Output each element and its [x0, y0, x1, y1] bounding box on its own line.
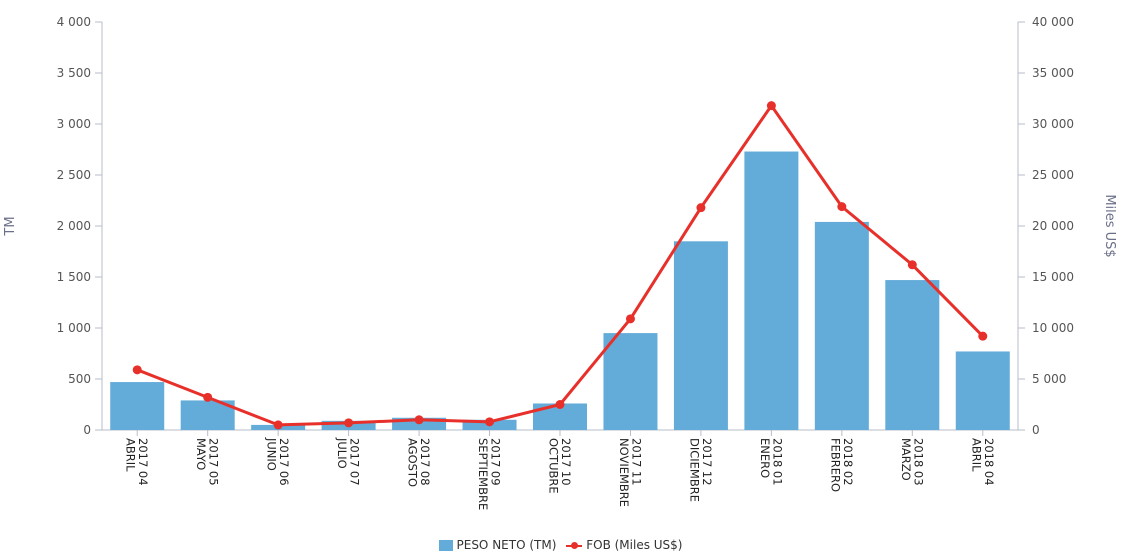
x-category-label: 2017 08AGOSTO	[406, 438, 433, 487]
legend: PESO NETO (TM) FOB (Miles US$)	[0, 538, 1121, 554]
x-category-labels: 2017 04ABRIL 2017 05MAYO 2017 06JUNIO 2017 …	[124, 430, 996, 510]
left-tick-label: 500	[68, 372, 91, 386]
bar-series	[110, 151, 1010, 431]
bar-9[interactable]	[744, 151, 799, 431]
left-tick-label: 2 500	[57, 168, 91, 182]
x-category-label: 2017 06JUNIO	[265, 437, 292, 486]
legend-line-swatch-icon	[566, 540, 583, 551]
fob-point-6[interactable]	[555, 400, 565, 409]
left-tick-label: 1 000	[57, 321, 91, 335]
legend-label-peso-neto: PESO NETO (TM)	[456, 538, 557, 552]
right-tick-label: 20 000	[1032, 219, 1074, 233]
fob-point-5[interactable]	[485, 417, 495, 427]
right-tick-label: 30 000	[1032, 117, 1074, 131]
x-category-label: 2018 02FEBRERO	[828, 438, 855, 492]
right-tick-label: 0	[1032, 423, 1040, 437]
right-tick-label: 15 000	[1032, 270, 1074, 284]
bar-10[interactable]	[814, 221, 869, 430]
left-tick-label: 3 000	[57, 117, 91, 131]
right-axis-title: Miles US$	[1102, 194, 1117, 257]
right-tick-label: 35 000	[1032, 66, 1074, 80]
x-category-label: 2017 10OCTUBRE	[547, 438, 574, 494]
legend-bar-swatch-icon	[438, 539, 453, 551]
x-category-label: 2017 07JULIO	[335, 437, 362, 486]
right-tick-label: 25 000	[1032, 168, 1074, 182]
fob-point-12[interactable]	[978, 331, 988, 341]
legend-item-peso-neto[interactable]: PESO NETO (TM)	[438, 538, 557, 552]
x-category-label: 2017 11NOVIEMBRE	[617, 438, 644, 507]
fob-point-3[interactable]	[344, 418, 354, 428]
right-tick-label: 5 000	[1032, 372, 1066, 386]
fob-point-2[interactable]	[273, 420, 283, 430]
fob-point-4[interactable]	[414, 415, 424, 425]
fob-point-9[interactable]	[766, 101, 776, 111]
bar-11[interactable]	[885, 280, 940, 430]
fob-point-8[interactable]	[696, 203, 706, 213]
left-tick-label: 1 500	[57, 270, 91, 284]
bar-7[interactable]	[603, 333, 658, 430]
legend-item-fob[interactable]: FOB (Miles US$)	[566, 538, 682, 552]
fob-point-10[interactable]	[837, 202, 847, 212]
line-series	[132, 101, 988, 430]
x-category-label: 2017 04ABRIL	[124, 438, 151, 486]
legend-label-fob: FOB (Miles US$)	[586, 538, 683, 552]
left-tick-label: 2 000	[57, 219, 91, 233]
bar-0[interactable]	[110, 382, 165, 430]
x-category-label: 2018 04ABRIL	[969, 438, 996, 486]
bar-8[interactable]	[673, 241, 728, 430]
x-category-label: 2018 03MARZO	[899, 438, 926, 486]
left-tick-label: 4 000	[57, 15, 91, 29]
fob-point-1[interactable]	[203, 392, 213, 402]
left-axis-title: TM	[3, 216, 18, 236]
left-tick-label: 3 500	[57, 66, 91, 80]
left-tick-label: 0	[83, 423, 91, 437]
x-category-label: 2017 05MAYO	[194, 438, 221, 486]
bar-12[interactable]	[955, 351, 1010, 430]
left-y-ticks: 0 500 1 000 1 500 2 000 2 500 3 000 3 500 4 000	[57, 15, 102, 437]
right-y-ticks: 0 5 000 10 000 15 000 20 000 25 000 30 000 35 0…	[1018, 15, 1074, 437]
x-category-label: 2017 09SEPTIEMBRE	[476, 438, 503, 510]
fob-point-0[interactable]	[132, 365, 142, 375]
fob-point-11[interactable]	[907, 260, 917, 270]
x-category-label: 2018 01ENERO	[758, 438, 785, 486]
right-tick-label: 40 000	[1032, 15, 1074, 29]
fob-point-7[interactable]	[625, 314, 635, 324]
right-tick-label: 10 000	[1032, 321, 1074, 335]
x-category-label: 2017 12DICIEMBRE	[687, 438, 714, 502]
